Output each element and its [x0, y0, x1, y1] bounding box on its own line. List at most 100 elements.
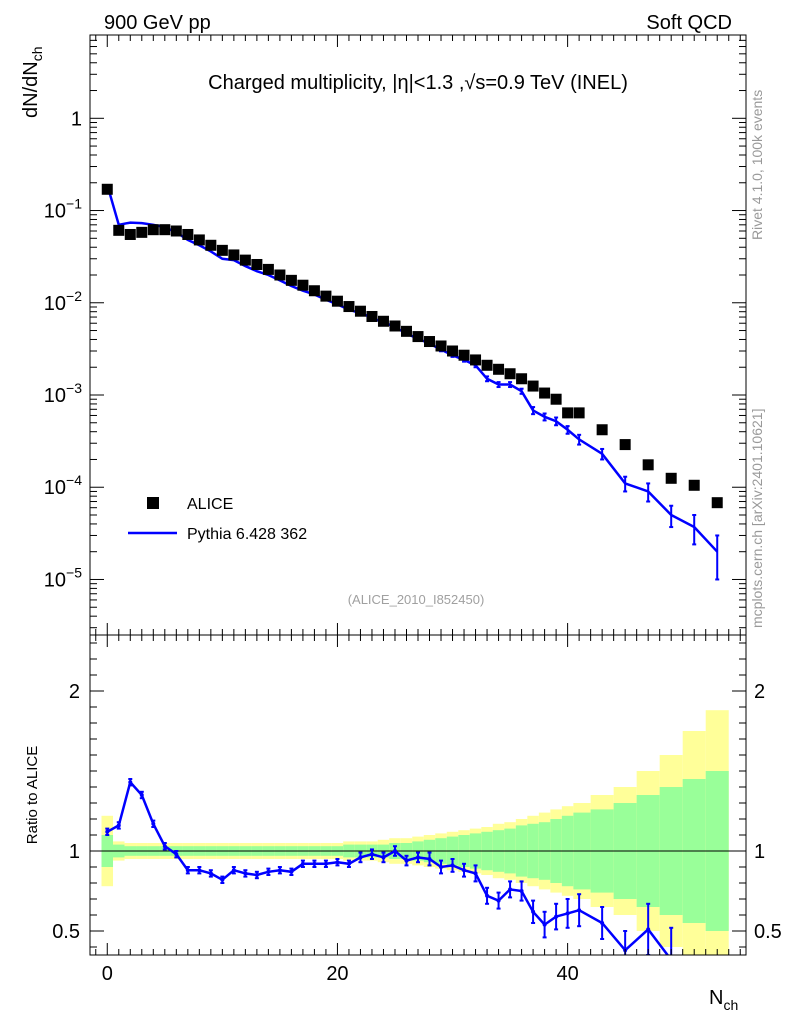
ratio-point — [496, 898, 501, 903]
y-tick-label: 10−5 — [44, 564, 82, 591]
alice-data-point — [136, 226, 148, 238]
y-tick-label: 1 — [71, 108, 82, 130]
alice-data-point — [665, 472, 677, 484]
alice-data-point — [159, 224, 171, 236]
ratio-point — [185, 868, 190, 873]
alice-data-point — [101, 183, 113, 195]
ratio-y-tick-label-right: 0.5 — [754, 921, 782, 943]
ratio-point — [450, 863, 455, 868]
alice-data-point — [354, 305, 366, 317]
ratio-point — [323, 861, 328, 866]
ratio-point — [577, 908, 582, 913]
ratio-point — [404, 858, 409, 863]
ratio-ylabel: Ratio to ALICE — [24, 746, 41, 844]
alice-data-point — [239, 254, 251, 266]
svg-text:dN/dNch: dN/dNch — [20, 47, 45, 119]
ratio-series-line — [106, 779, 670, 955]
alice-data-point — [688, 479, 700, 491]
alice-data-point — [596, 424, 608, 436]
ratio-point — [128, 780, 133, 785]
svg-text:Nch: Nch — [709, 987, 738, 1013]
y-tick-label: 10−3 — [44, 380, 82, 407]
ratio-point — [243, 871, 248, 876]
alice-data-point — [424, 336, 436, 348]
alice-data-point — [113, 224, 125, 236]
ratio-point — [312, 861, 317, 866]
alice-data-point — [619, 439, 631, 451]
chart-title: Charged multiplicity, |η|<1.3 ,√s=0.9 Te… — [208, 72, 628, 94]
ratio-point — [162, 844, 167, 849]
ratio-point — [220, 877, 225, 882]
alice-data-point — [550, 393, 562, 405]
ratio-point — [254, 873, 259, 877]
alice-data-point — [447, 345, 459, 357]
y-tick-label: 10−2 — [44, 288, 82, 315]
alice-data-point — [642, 459, 654, 471]
alice-data-point — [228, 249, 240, 261]
x-tick-label: 0 — [102, 963, 113, 985]
alice-data-point — [285, 274, 297, 286]
ratio-point — [646, 927, 651, 932]
ratio-point — [289, 869, 294, 874]
legend: ALICE Pythia 6.428 362 — [128, 496, 307, 543]
alice-data-point — [504, 368, 516, 380]
ratio-point — [105, 829, 110, 834]
alice-data-point — [308, 285, 320, 297]
ratio-y-tick-label: 0.5 — [52, 921, 80, 943]
ratio-y-tick-label: 1 — [69, 841, 80, 863]
alice-data-point — [274, 269, 286, 281]
alice-data-point — [562, 407, 574, 419]
ratio-y-tick-label-right: 1 — [754, 841, 765, 863]
ratio-point — [231, 868, 236, 873]
ratio-point — [381, 855, 386, 860]
ratio-point — [174, 852, 179, 857]
ratio-point — [369, 852, 374, 857]
alice-data-point — [182, 228, 194, 240]
process-label: Soft QCD — [646, 12, 732, 34]
alice-data-point — [389, 320, 401, 332]
alice-data-point — [516, 373, 528, 385]
energy-label: 900 GeV pp — [104, 12, 211, 34]
ratio-point — [565, 911, 570, 916]
y-tick-label: 10−4 — [44, 472, 82, 499]
ratio-point — [485, 893, 490, 898]
alice-data-point — [400, 325, 412, 337]
ratio-point — [151, 821, 156, 826]
axes: 0 20 40 10−5 10−4 10−3 10−2 10−1 1 0.5 0.5 1 1 2 2 — [44, 34, 782, 985]
ratio-point — [300, 861, 305, 866]
ratio-point — [554, 914, 559, 919]
alice-data-point — [343, 301, 355, 313]
x-tick-label: 40 — [556, 963, 578, 985]
x-axis-title: Nch — [709, 987, 738, 1013]
ratio-point — [416, 855, 420, 860]
alice-data-point — [216, 244, 228, 256]
alice-data-point — [377, 315, 389, 327]
ratio-point — [427, 857, 432, 861]
ratio-point — [346, 861, 351, 866]
alice-data-point — [412, 331, 424, 343]
alice-data-point — [470, 354, 482, 366]
ratio-point — [531, 909, 536, 914]
alice-data-point — [297, 279, 309, 291]
ratio-point — [439, 865, 444, 869]
legend-pythia-label: Pythia 6.428 362 — [187, 526, 307, 543]
analysis-tag: (ALICE_2010_I852450) — [348, 592, 485, 607]
x-tick-label: 20 — [326, 963, 348, 985]
alice-data-point — [435, 340, 447, 352]
ratio-point — [197, 868, 202, 873]
ratio-point — [277, 868, 282, 873]
ratio-point — [600, 921, 605, 925]
ratio-point — [116, 823, 121, 828]
mcplots-label: mcplots.cern.ch [arXiv:2401.10621] — [749, 409, 765, 628]
ratio-point — [358, 855, 363, 860]
main-ylabel: dN/dNch — [20, 47, 45, 119]
ratio-point — [542, 922, 547, 927]
ratio-line-group — [105, 778, 674, 955]
alice-data-point — [205, 239, 217, 251]
rivet-label: Rivet 4.1.0, 100k events — [749, 90, 765, 240]
ratio-point — [462, 868, 467, 873]
alice-data-point — [573, 407, 585, 419]
alice-data-point — [366, 310, 378, 322]
alice-data-point — [320, 290, 332, 302]
alice-data-point — [193, 234, 205, 246]
